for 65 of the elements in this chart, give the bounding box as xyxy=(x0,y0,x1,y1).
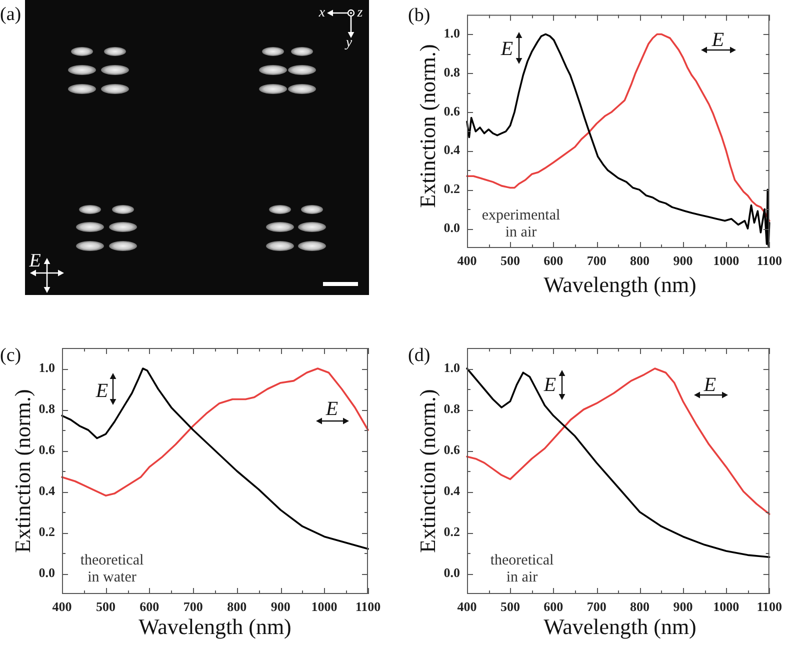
x-tick-label: 600 xyxy=(544,599,564,614)
x-tick-label: 1000 xyxy=(713,253,740,268)
annotation: E xyxy=(704,374,716,396)
x-tick-label: 400 xyxy=(457,599,477,614)
y-tick-label: 0.2 xyxy=(444,181,460,196)
y-tick-label: 0.8 xyxy=(444,400,460,416)
annotation: theoretical in air xyxy=(490,552,554,586)
chart-title: (d) xyxy=(408,345,430,367)
x-tick-label: 400 xyxy=(457,253,477,268)
text: z xyxy=(357,5,363,21)
x-tick-label: 700 xyxy=(586,599,606,614)
x-tick-label: 1100 xyxy=(756,599,782,614)
y-tick-label: 0.6 xyxy=(444,103,460,118)
annotation: E xyxy=(326,398,338,420)
annotation: E xyxy=(96,380,108,402)
y-tick-label: 0.4 xyxy=(444,482,460,498)
y-tick-label: 0.2 xyxy=(38,524,55,539)
x-tick-label: 500 xyxy=(96,599,116,614)
x-axis-title: Wavelength (nm) xyxy=(544,272,696,298)
text: x xyxy=(318,5,326,21)
x-tick-label: 500 xyxy=(500,599,520,614)
x-tick-label: 800 xyxy=(227,599,247,614)
annotation: E xyxy=(712,29,724,51)
annotation: experimental in air xyxy=(482,208,560,240)
annotation: theoretical in water xyxy=(80,552,144,586)
x-tick-label: 1000 xyxy=(713,599,740,614)
annotation: E xyxy=(500,38,514,60)
x-tick-label: 1100 xyxy=(355,599,381,614)
x-axis-title: Wavelength (nm) xyxy=(138,614,292,640)
y-axis-title: Extinction (norm.) xyxy=(414,44,440,208)
y-tick-label: 0.0 xyxy=(444,220,460,235)
x-tick-label: 400 xyxy=(52,599,72,614)
chart-title: (c) xyxy=(0,345,22,367)
x-tick-label: 600 xyxy=(140,599,160,614)
x-tick-label: 1100 xyxy=(756,253,782,268)
y-tick-label: 0.0 xyxy=(38,564,55,580)
y-tick-label: 0.6 xyxy=(444,442,460,457)
y-tick-label: 1.0 xyxy=(444,360,460,375)
text: (a) xyxy=(0,4,22,26)
x-axis-title: Wavelength (nm) xyxy=(544,614,696,640)
x-tick-label: 700 xyxy=(586,253,606,268)
x-tick-label: 1000 xyxy=(311,599,338,614)
x-tick-label: 900 xyxy=(673,599,693,614)
x-tick-label: 500 xyxy=(500,253,520,268)
text: y xyxy=(346,35,352,51)
text: E xyxy=(29,250,41,272)
chart-title: (b) xyxy=(408,5,430,27)
y-tick-label: 0.4 xyxy=(38,482,56,498)
y-tick-label: 0.6 xyxy=(38,442,56,457)
x-tick-label: 900 xyxy=(673,253,693,268)
x-tick-label: 800 xyxy=(630,599,650,614)
y-tick-label: 1.0 xyxy=(38,360,55,375)
annotation: E xyxy=(544,374,556,396)
y-axis-title: Extinction (norm.) xyxy=(10,389,36,553)
y-tick-label: 0.8 xyxy=(38,400,56,416)
y-axis-title: Extinction (norm.) xyxy=(414,389,440,553)
x-tick-label: 800 xyxy=(630,253,650,268)
x-tick-label: 900 xyxy=(270,599,290,614)
x-tick-label: 600 xyxy=(544,253,564,268)
x-tick-label: 700 xyxy=(183,599,203,614)
y-tick-label: 1.0 xyxy=(444,26,460,41)
y-tick-label: 0.2 xyxy=(444,524,460,539)
y-tick-label: 0.8 xyxy=(444,64,460,80)
y-tick-label: 0.0 xyxy=(444,564,460,580)
y-tick-label: 0.4 xyxy=(444,142,460,158)
